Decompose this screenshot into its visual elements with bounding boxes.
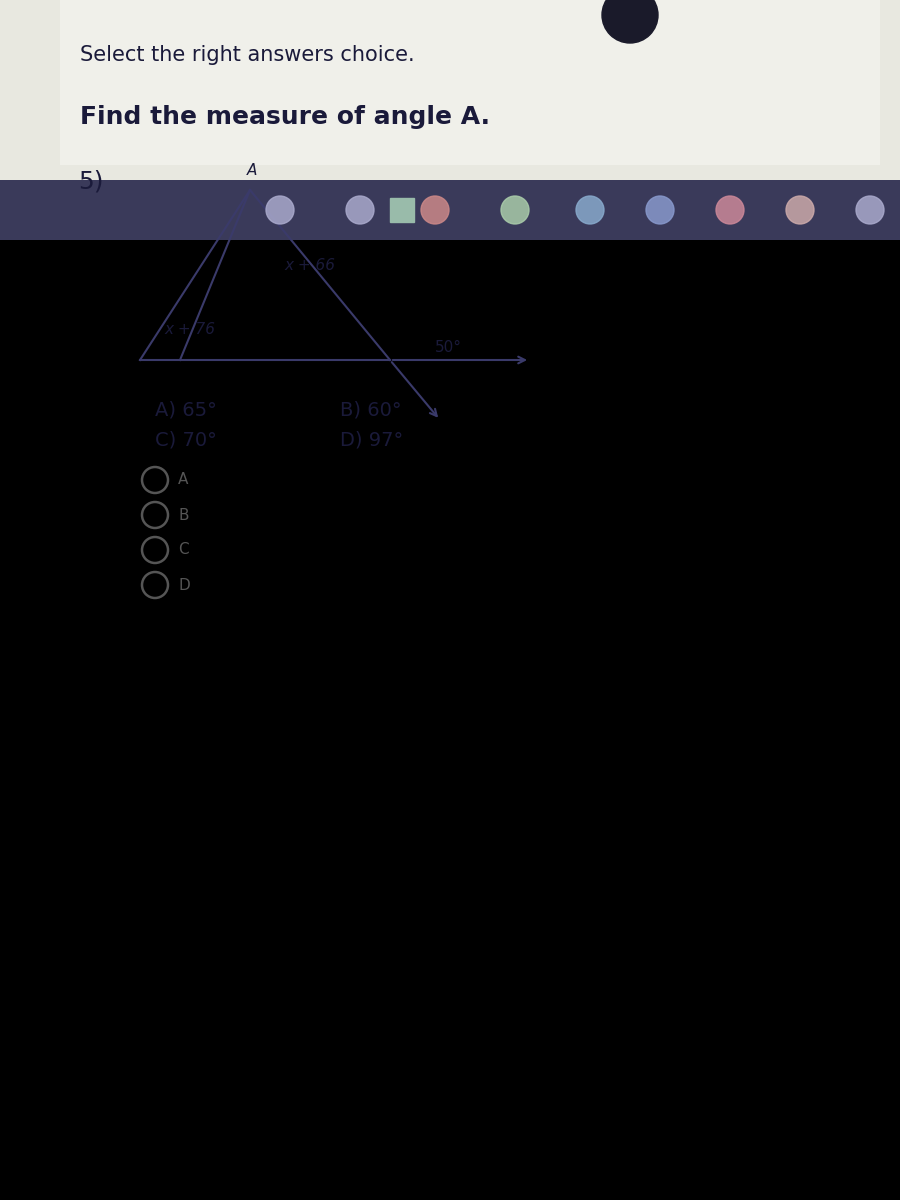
Circle shape [346,196,374,224]
Text: Find the measure of angle A.: Find the measure of angle A. [80,104,490,128]
Text: A: A [247,163,257,178]
Circle shape [646,196,674,224]
Circle shape [576,196,604,224]
Text: B: B [178,508,188,522]
Bar [0,240,900,1200]
Text: D) 97°: D) 97° [340,430,403,449]
Text: D: D [178,577,190,593]
Text: A: A [178,473,188,487]
Text: C: C [178,542,189,558]
Circle shape [266,196,294,224]
Circle shape [856,196,884,224]
Text: C) 70°: C) 70° [155,430,217,449]
Text: B) 60°: B) 60° [340,400,401,419]
Text: Select the right answers choice.: Select the right answers choice. [80,44,415,65]
Circle shape [501,196,529,224]
Bar [60,0,880,164]
Bar [0,180,900,240]
Bar [0,0,900,180]
Text: 50°: 50° [435,341,462,355]
Text: x + 66: x + 66 [284,258,336,272]
Text: 5): 5) [78,170,104,194]
Circle shape [602,0,658,43]
Circle shape [421,196,449,224]
Bar [390,198,414,222]
Text: A) 65°: A) 65° [155,400,217,419]
Circle shape [716,196,744,224]
Circle shape [786,196,814,224]
Text: x + 76: x + 76 [165,323,215,337]
